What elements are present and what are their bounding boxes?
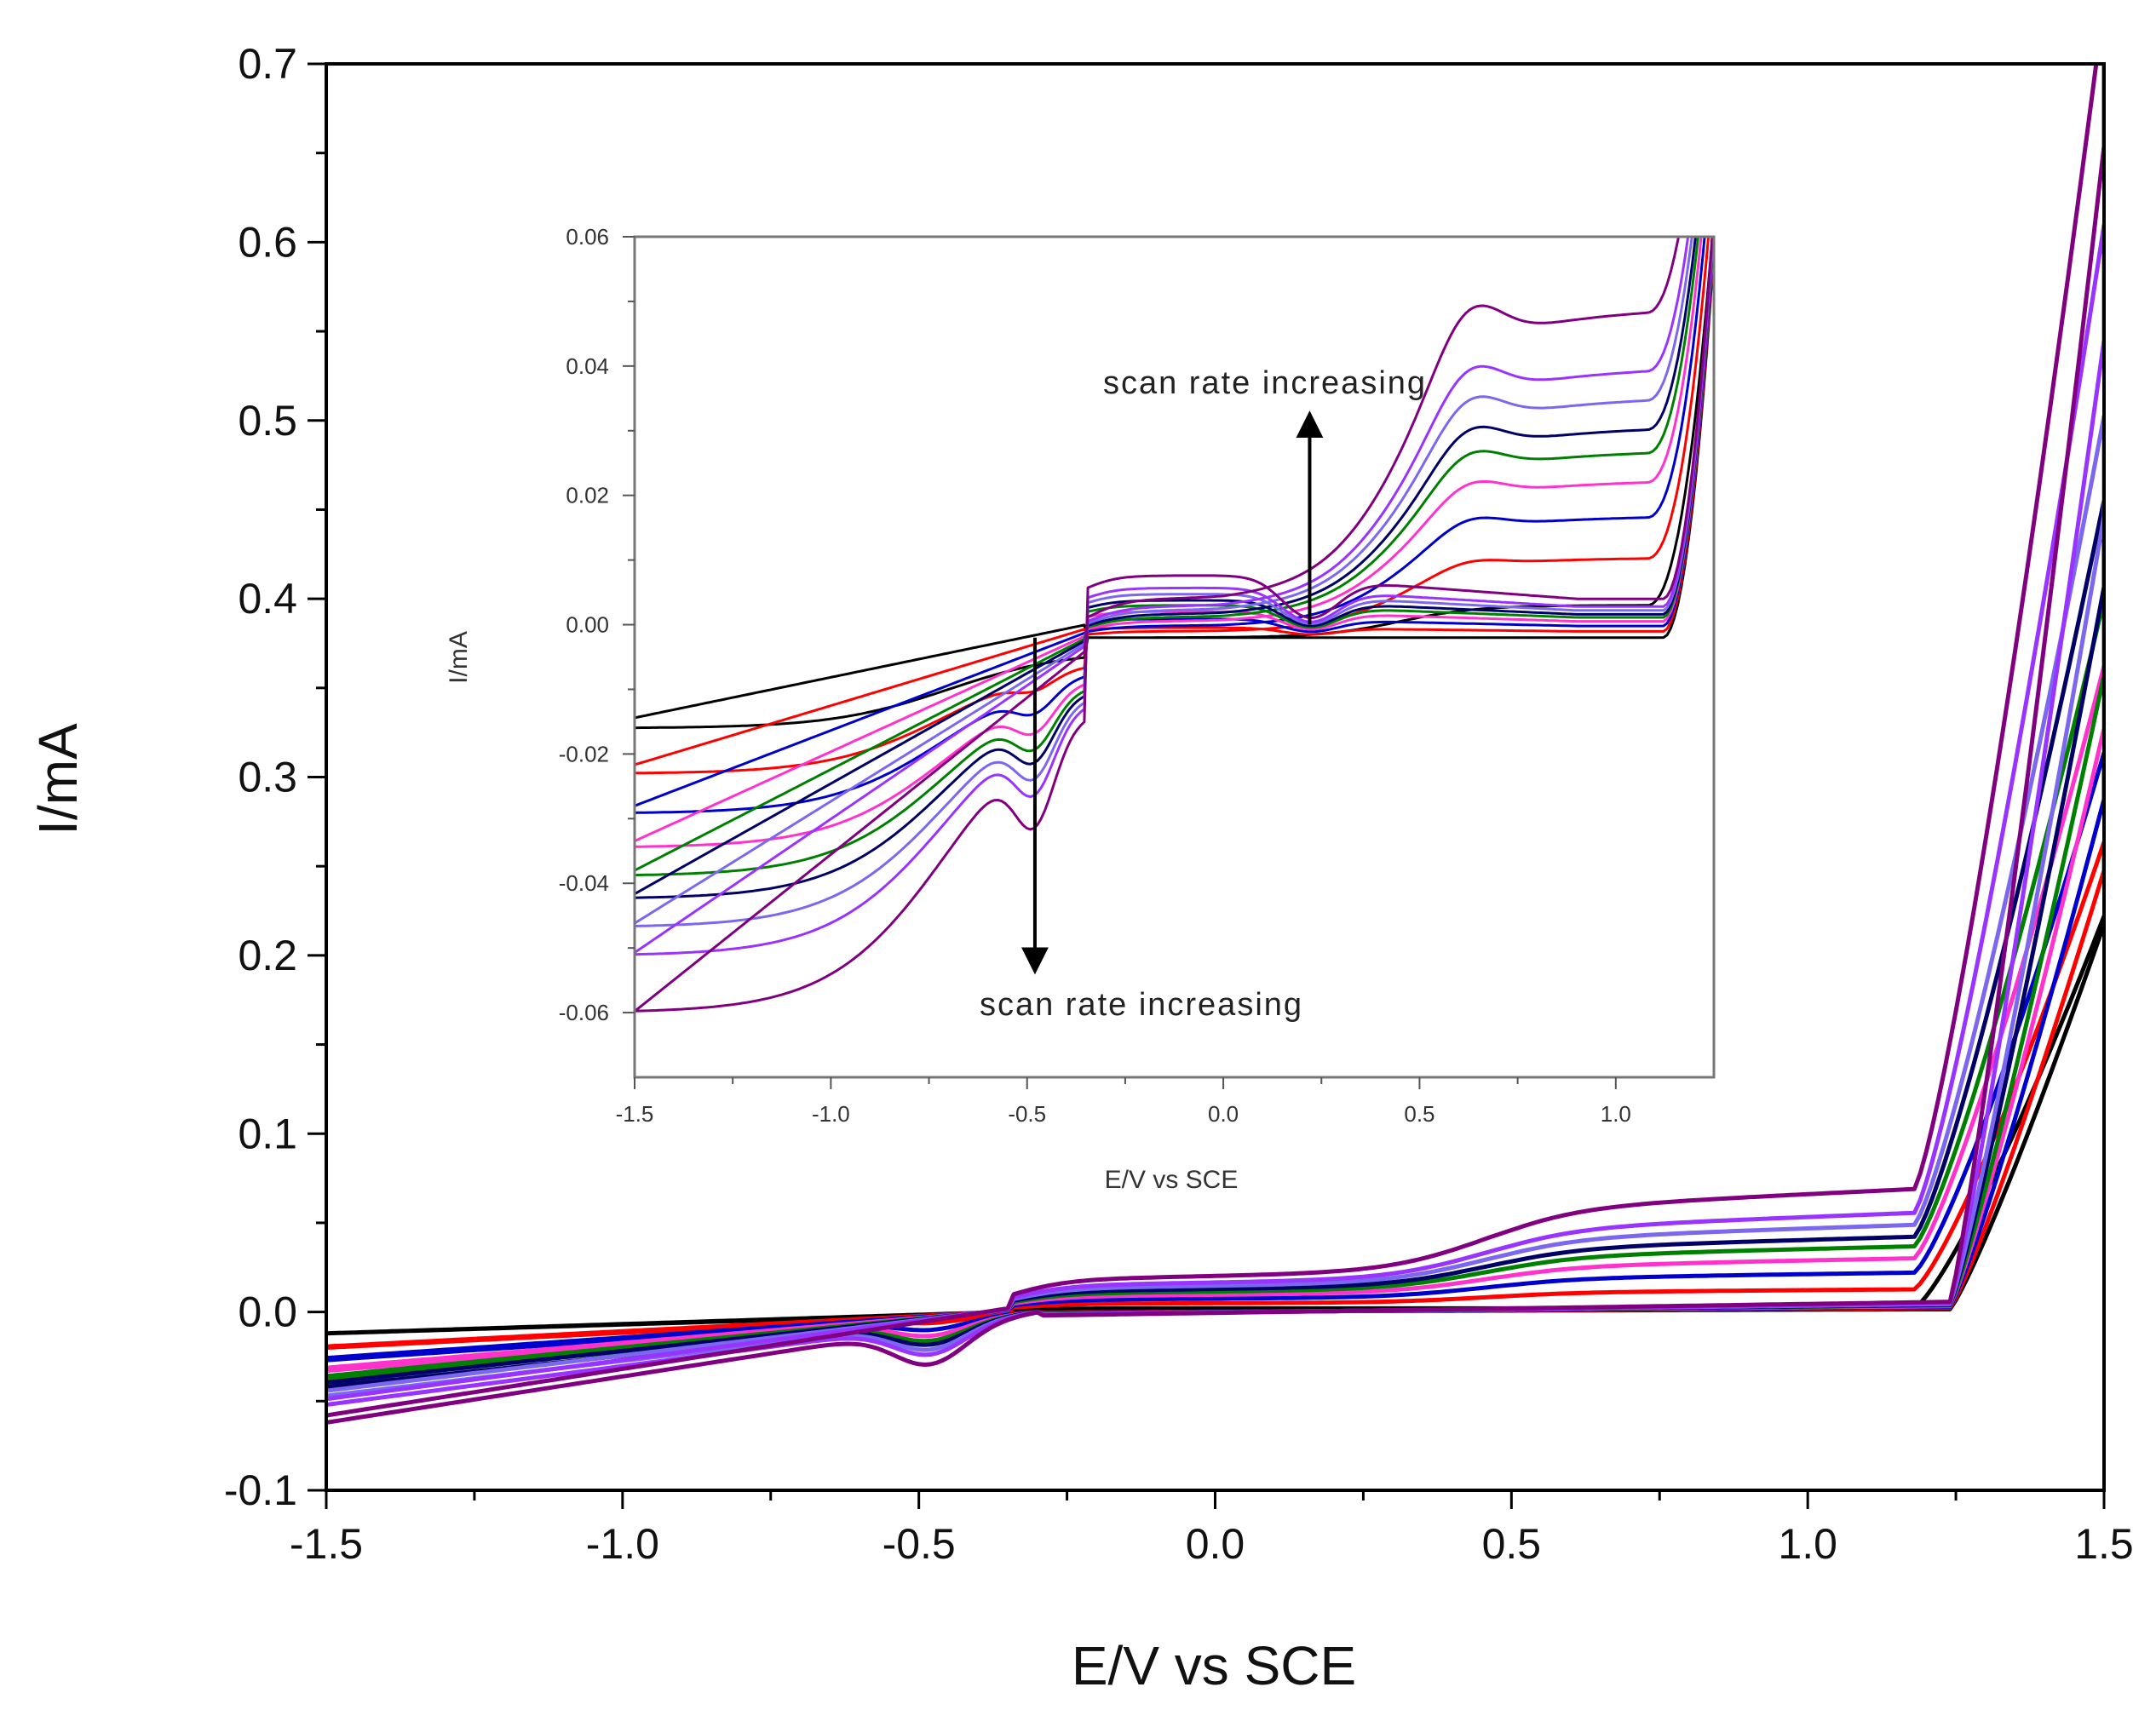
inset-y-tick-label: 0.02	[566, 483, 609, 508]
inset-series-2	[635, 237, 1714, 775]
inset-x-tick-label: -1.0	[812, 1101, 850, 1127]
inset-y-tick-label: 0.00	[566, 612, 609, 638]
main-series-9	[326, 64, 2104, 1425]
inset-plot: -1.5 -1.0 -0.5 0.0 0.5 1.0 -0.06 -0.04 -0.02 0.00…	[445, 224, 1716, 1194]
inset-series-5	[635, 237, 1714, 877]
inset-x-tick-label: 0.5	[1404, 1101, 1434, 1127]
inset-y-axis-title: I/mA	[445, 631, 473, 684]
inset-series-9	[635, 237, 1714, 1013]
inset-series-1	[635, 237, 1714, 730]
inset-y-tick-label: -0.02	[559, 741, 609, 766]
inset-series-3	[635, 237, 1714, 814]
inset-series-4	[635, 237, 1714, 848]
main-plot: -1.5 -1.0 -0.5 0.0 0.5 1.0 1.5 -0.1 0.0 0.1 0.2 0.3…	[27, 40, 2134, 1696]
scan-rate-label-up: scan rate increasing	[1103, 365, 1427, 401]
inset-x-tick-label: 0.0	[1208, 1101, 1239, 1127]
main-y-tick-label: 0.5	[238, 397, 297, 445]
main-y-tick-label: 0.0	[238, 1288, 297, 1336]
inset-y-tick-label: 0.04	[566, 353, 609, 379]
inset-x-tick-label: -1.5	[616, 1101, 654, 1127]
inset-annotations: scan rate increasing scan rate increasing	[980, 365, 1427, 1023]
inset-series-6	[635, 237, 1714, 899]
main-y-tick-label: 0.6	[238, 218, 297, 266]
inset-series-8	[635, 237, 1714, 956]
main-x-axis-title: E/V vs SCE	[1072, 1635, 1356, 1696]
main-y-tick-label: 0.1	[238, 1110, 297, 1157]
inset-plot-frame	[633, 235, 1716, 1079]
main-y-tick-label: 0.3	[238, 754, 297, 801]
inset-x-axis-title: E/V vs SCE	[1105, 1166, 1239, 1194]
main-x-tick-label: -0.5	[883, 1520, 956, 1568]
main-curves	[326, 64, 2104, 1425]
main-y-tick-label: -0.1	[224, 1466, 297, 1514]
main-x-tick-label: -1.5	[290, 1520, 363, 1568]
inset-y-tick-label: -0.04	[559, 870, 609, 896]
main-y-tick-label: 0.4	[238, 575, 297, 623]
main-axes: -1.5 -1.0 -0.5 0.0 0.5 1.0 1.5 -0.1 0.0 0.1 0.2 0.3…	[224, 40, 2134, 1568]
inset-y-tick-label: 0.06	[566, 224, 609, 250]
main-y-tick-label: 0.7	[238, 40, 297, 88]
inset-curves	[635, 237, 1714, 1013]
inset-series-7	[635, 237, 1714, 927]
inset-x-tick-label: -0.5	[1008, 1101, 1046, 1127]
inset-y-tick-label: -0.06	[559, 1000, 609, 1025]
inset-axes: -1.5 -1.0 -0.5 0.0 0.5 1.0 -0.06 -0.04 -0.02 0.00…	[559, 224, 1631, 1127]
inset-x-tick-label: 1.0	[1601, 1101, 1631, 1127]
inset-background	[635, 237, 1714, 1077]
main-x-tick-label: -1.0	[586, 1520, 659, 1568]
scan-rate-label-down: scan rate increasing	[980, 987, 1303, 1023]
main-x-tick-label: 1.5	[2074, 1520, 2134, 1568]
main-x-tick-label: 0.0	[1186, 1520, 1245, 1568]
main-y-axis-title: I/mA	[27, 723, 89, 835]
main-y-tick-label: 0.2	[238, 932, 297, 979]
main-x-tick-label: 0.5	[1482, 1520, 1542, 1568]
main-x-tick-label: 1.0	[1778, 1520, 1837, 1568]
